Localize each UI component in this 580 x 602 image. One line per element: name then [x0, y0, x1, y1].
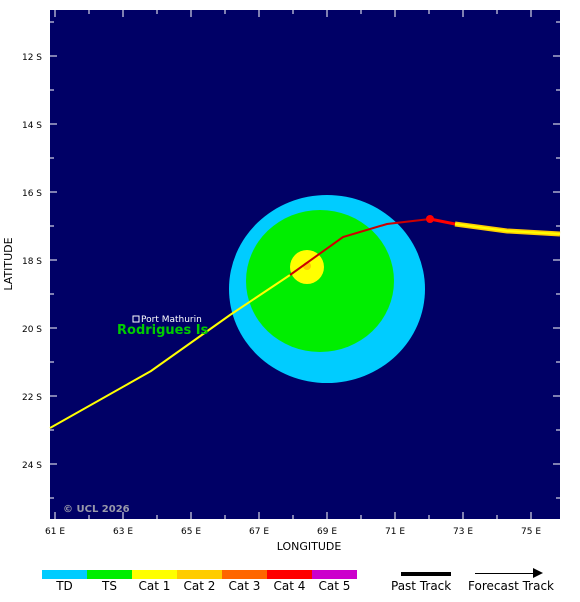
legend-swatch-cat-3	[222, 570, 267, 579]
lon-tick-61e: 61 E	[45, 527, 65, 537]
port-mathurin-label: Port Mathurin	[141, 315, 202, 325]
current-position-marker	[426, 215, 434, 223]
lon-tick-73e: 73 E	[453, 527, 473, 537]
legend-swatch-cat-2	[177, 570, 222, 579]
y-axis-ticks	[50, 21, 560, 499]
lon-tick-69e: 69 E	[317, 527, 337, 537]
legend: TD TS Cat 1 Cat 2 Cat 3 Cat 4 Cat 5 Past Track…	[0, 560, 580, 602]
island-label: Rodrigues Is	[117, 323, 209, 338]
legend-label-cat-2: Cat 2	[183, 579, 216, 593]
legend-label-cat-4: Cat 4	[273, 579, 306, 593]
legend-label-cat-1: Cat 1	[138, 579, 171, 593]
legend-swatch-cat-5	[312, 570, 357, 579]
lon-tick-65e: 65 E	[181, 527, 201, 537]
legend-swatch-cat-1	[132, 570, 177, 579]
track-yellow	[49, 274, 291, 429]
lat-tick-14s: 14 S	[22, 121, 42, 131]
legend-swatch-ts	[87, 570, 132, 579]
past-track-label: Past Track	[391, 579, 452, 593]
track-future	[454, 223, 561, 235]
forecast-track-swatch	[475, 573, 535, 574]
lon-tick-75e: 75 E	[521, 527, 541, 537]
x-axis-ticks	[54, 10, 532, 519]
legend-label-td: TD	[56, 579, 73, 593]
legend-label-cat-3: Cat 3	[228, 579, 261, 593]
lat-tick-18s: 18 S	[22, 257, 42, 267]
lat-tick-22s: 22 S	[22, 393, 42, 403]
lon-tick-63e: 63 E	[113, 527, 133, 537]
lat-tick-16s: 16 S	[22, 189, 42, 199]
port-mathurin-marker	[132, 315, 140, 323]
lat-tick-24s: 24 S	[22, 461, 42, 471]
ts-wind-radius	[246, 210, 394, 352]
track-red-orange	[429, 217, 456, 226]
lat-tick-20s: 20 S	[22, 325, 42, 335]
track-red	[289, 218, 431, 276]
lat-tick-12s: 12 S	[22, 53, 42, 63]
storm-track-map: Port Mathurin Rodrigues Is © UCL 2026 12…	[2, 10, 561, 553]
copyright-label: © UCL 2026	[63, 504, 130, 515]
past-track-swatch	[401, 572, 451, 576]
forecast-track-label: Forecast Track	[468, 579, 554, 593]
x-axis-title: LONGITUDE	[277, 540, 342, 553]
legend-swatch-cat-4	[267, 570, 312, 579]
y-axis-title: LATITUDE	[2, 237, 15, 290]
legend-label-cat-5: Cat 5	[318, 579, 351, 593]
lon-tick-67e: 67 E	[249, 527, 269, 537]
forecast-arrow-icon	[533, 568, 543, 578]
legend-swatch-td	[42, 570, 87, 579]
lon-tick-71e: 71 E	[385, 527, 405, 537]
legend-label-ts: TS	[102, 579, 117, 593]
